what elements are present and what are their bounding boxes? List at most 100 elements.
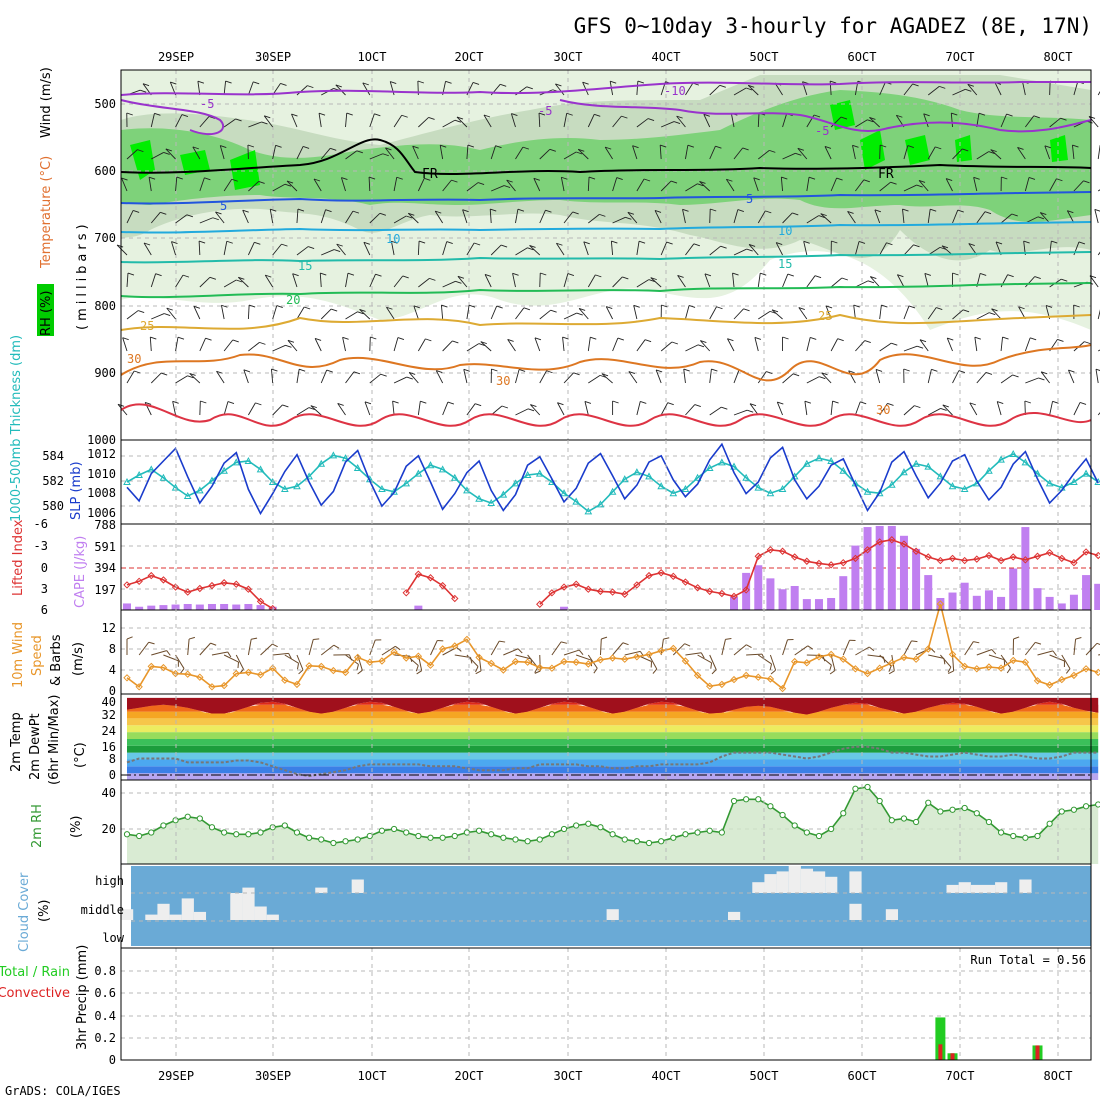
upper-wind-barb-flag [286, 180, 294, 184]
upper-wind-barb [466, 182, 479, 192]
lifted-index-line-point [196, 584, 204, 593]
upper-wind-barb [587, 274, 596, 288]
upper-wind-barb [749, 403, 759, 416]
isotherm-10 [120, 221, 1092, 234]
lifted-index-line-point [863, 546, 872, 554]
upper-wind-barb [660, 180, 672, 192]
upper-wind-barb-flag [529, 245, 536, 248]
upper-wind-barb-flag [1088, 116, 1096, 119]
upper-wind-barb-flag [818, 215, 825, 219]
upper-wind-barb [264, 274, 274, 288]
upper-wind-barb-flag [824, 145, 832, 149]
upper-wind-barb-flag [798, 307, 805, 310]
upper-wind-barb-flag [132, 209, 140, 213]
rh2m-line-point [888, 817, 895, 824]
upper-wind-barb-flag [243, 369, 250, 373]
cape-bar [1021, 527, 1030, 610]
upper-wind-barb-flag [584, 400, 592, 404]
upper-wind-barb [490, 305, 498, 320]
upper-wind-barb-flag [441, 304, 448, 308]
wind10-barb [1073, 639, 1077, 656]
wind10-barb [964, 641, 974, 656]
upper-wind-barb [803, 241, 808, 256]
wind10-barb-flag [251, 637, 258, 640]
lifted-index-line-point [766, 546, 775, 554]
upper-wind-barb-flag [648, 279, 655, 283]
wind10-barb [563, 649, 580, 656]
precip-conv-bar [950, 1053, 955, 1060]
upper-wind-barb-flag [860, 401, 867, 405]
upper-wind-barb-flag [364, 401, 372, 405]
upper-wind-barb-flag [973, 176, 980, 180]
upper-wind-barb-flag [654, 209, 662, 213]
slp-gridlines [121, 455, 1091, 507]
thickness-line-point [633, 468, 641, 476]
upper-wind-barb [223, 339, 234, 352]
thickness-line-point [985, 466, 993, 474]
precip-tick: 0.4 [94, 1009, 116, 1023]
bottom-date-label: 4OCT [652, 1069, 681, 1083]
upper-wind-barb [1025, 377, 1039, 384]
wind10-barb [1024, 642, 1036, 656]
upper-wind-barb-flag [501, 405, 509, 409]
upper-wind-barb [126, 310, 139, 320]
upper-wind-barb [636, 401, 641, 416]
upper-wind-barb [310, 405, 322, 416]
upper-wind-barb [733, 209, 739, 224]
wind10-barb [940, 654, 952, 668]
dewpoint-line [126, 745, 1099, 778]
rh2m-line-point [318, 836, 325, 843]
upper-wind-barb [442, 401, 449, 416]
upper-wind-barb [364, 401, 371, 416]
wind10-barb [903, 640, 912, 656]
temp-tick: 0 [109, 768, 116, 782]
upper-wind-barb-flag [455, 280, 462, 284]
upper-wind-barb [874, 209, 881, 224]
upper-wind-barb [466, 145, 469, 160]
upper-wind-barb [193, 306, 201, 320]
wind10-speed-line-point [475, 653, 483, 662]
upper-wind-barb-flag [472, 81, 480, 85]
bottom-date-label: 5OCT [750, 1069, 779, 1083]
rh2m-line-point [160, 822, 167, 829]
upper-wind-barb-flag [765, 210, 772, 214]
cape-bar [827, 597, 836, 610]
upper-wind-barb [359, 309, 371, 320]
cloud-bar-middle [193, 911, 207, 920]
upper-wind-barb [820, 213, 832, 224]
upper-wind-barb [879, 242, 887, 256]
wind10-barb [830, 654, 836, 671]
rh2m-ticks: 40 20 [102, 786, 116, 836]
upper-wind-barb-flag [282, 404, 289, 408]
dewpt-label: 2m DewPt [28, 713, 43, 780]
rh2m-line-point [1058, 808, 1065, 815]
upper-wind-barb [223, 118, 236, 128]
upper-wind-barb-flag [995, 241, 1003, 245]
upper-wind-barb [928, 408, 941, 416]
lifted-index-line-point [851, 554, 860, 563]
upper-wind-barb [529, 245, 541, 256]
upper-wind-barb [610, 241, 614, 256]
upper-wind-barb [633, 305, 638, 320]
upper-wind-barb-flag [200, 400, 207, 404]
wind10-speed-line-point [888, 659, 896, 667]
upper-wind-barb-flag [962, 309, 970, 313]
upper-wind-barb [393, 376, 407, 384]
upper-wind-barb-flag [594, 113, 601, 117]
upper-wind-barb [369, 212, 381, 224]
upper-wind-barb [417, 240, 420, 256]
wind10-speed-line-point [742, 671, 750, 680]
thickness-tick: 582 [42, 474, 64, 488]
upper-wind-barb-flag [831, 240, 838, 244]
upper-wind-barb-flag [198, 240, 206, 244]
upper-wind-barb [927, 86, 940, 96]
thickness-line-point [390, 487, 398, 495]
upper-wind-barb [903, 405, 915, 416]
upper-wind-barb-flag [732, 272, 739, 276]
thickness-line-point [669, 489, 678, 497]
wind10-barb-flag [517, 648, 523, 654]
contour-label: FR [878, 167, 894, 182]
wind10-speed-line-point [1094, 668, 1100, 677]
upper-wind-barb-flag [787, 273, 794, 277]
upper-wind-barb-flag [374, 113, 381, 117]
